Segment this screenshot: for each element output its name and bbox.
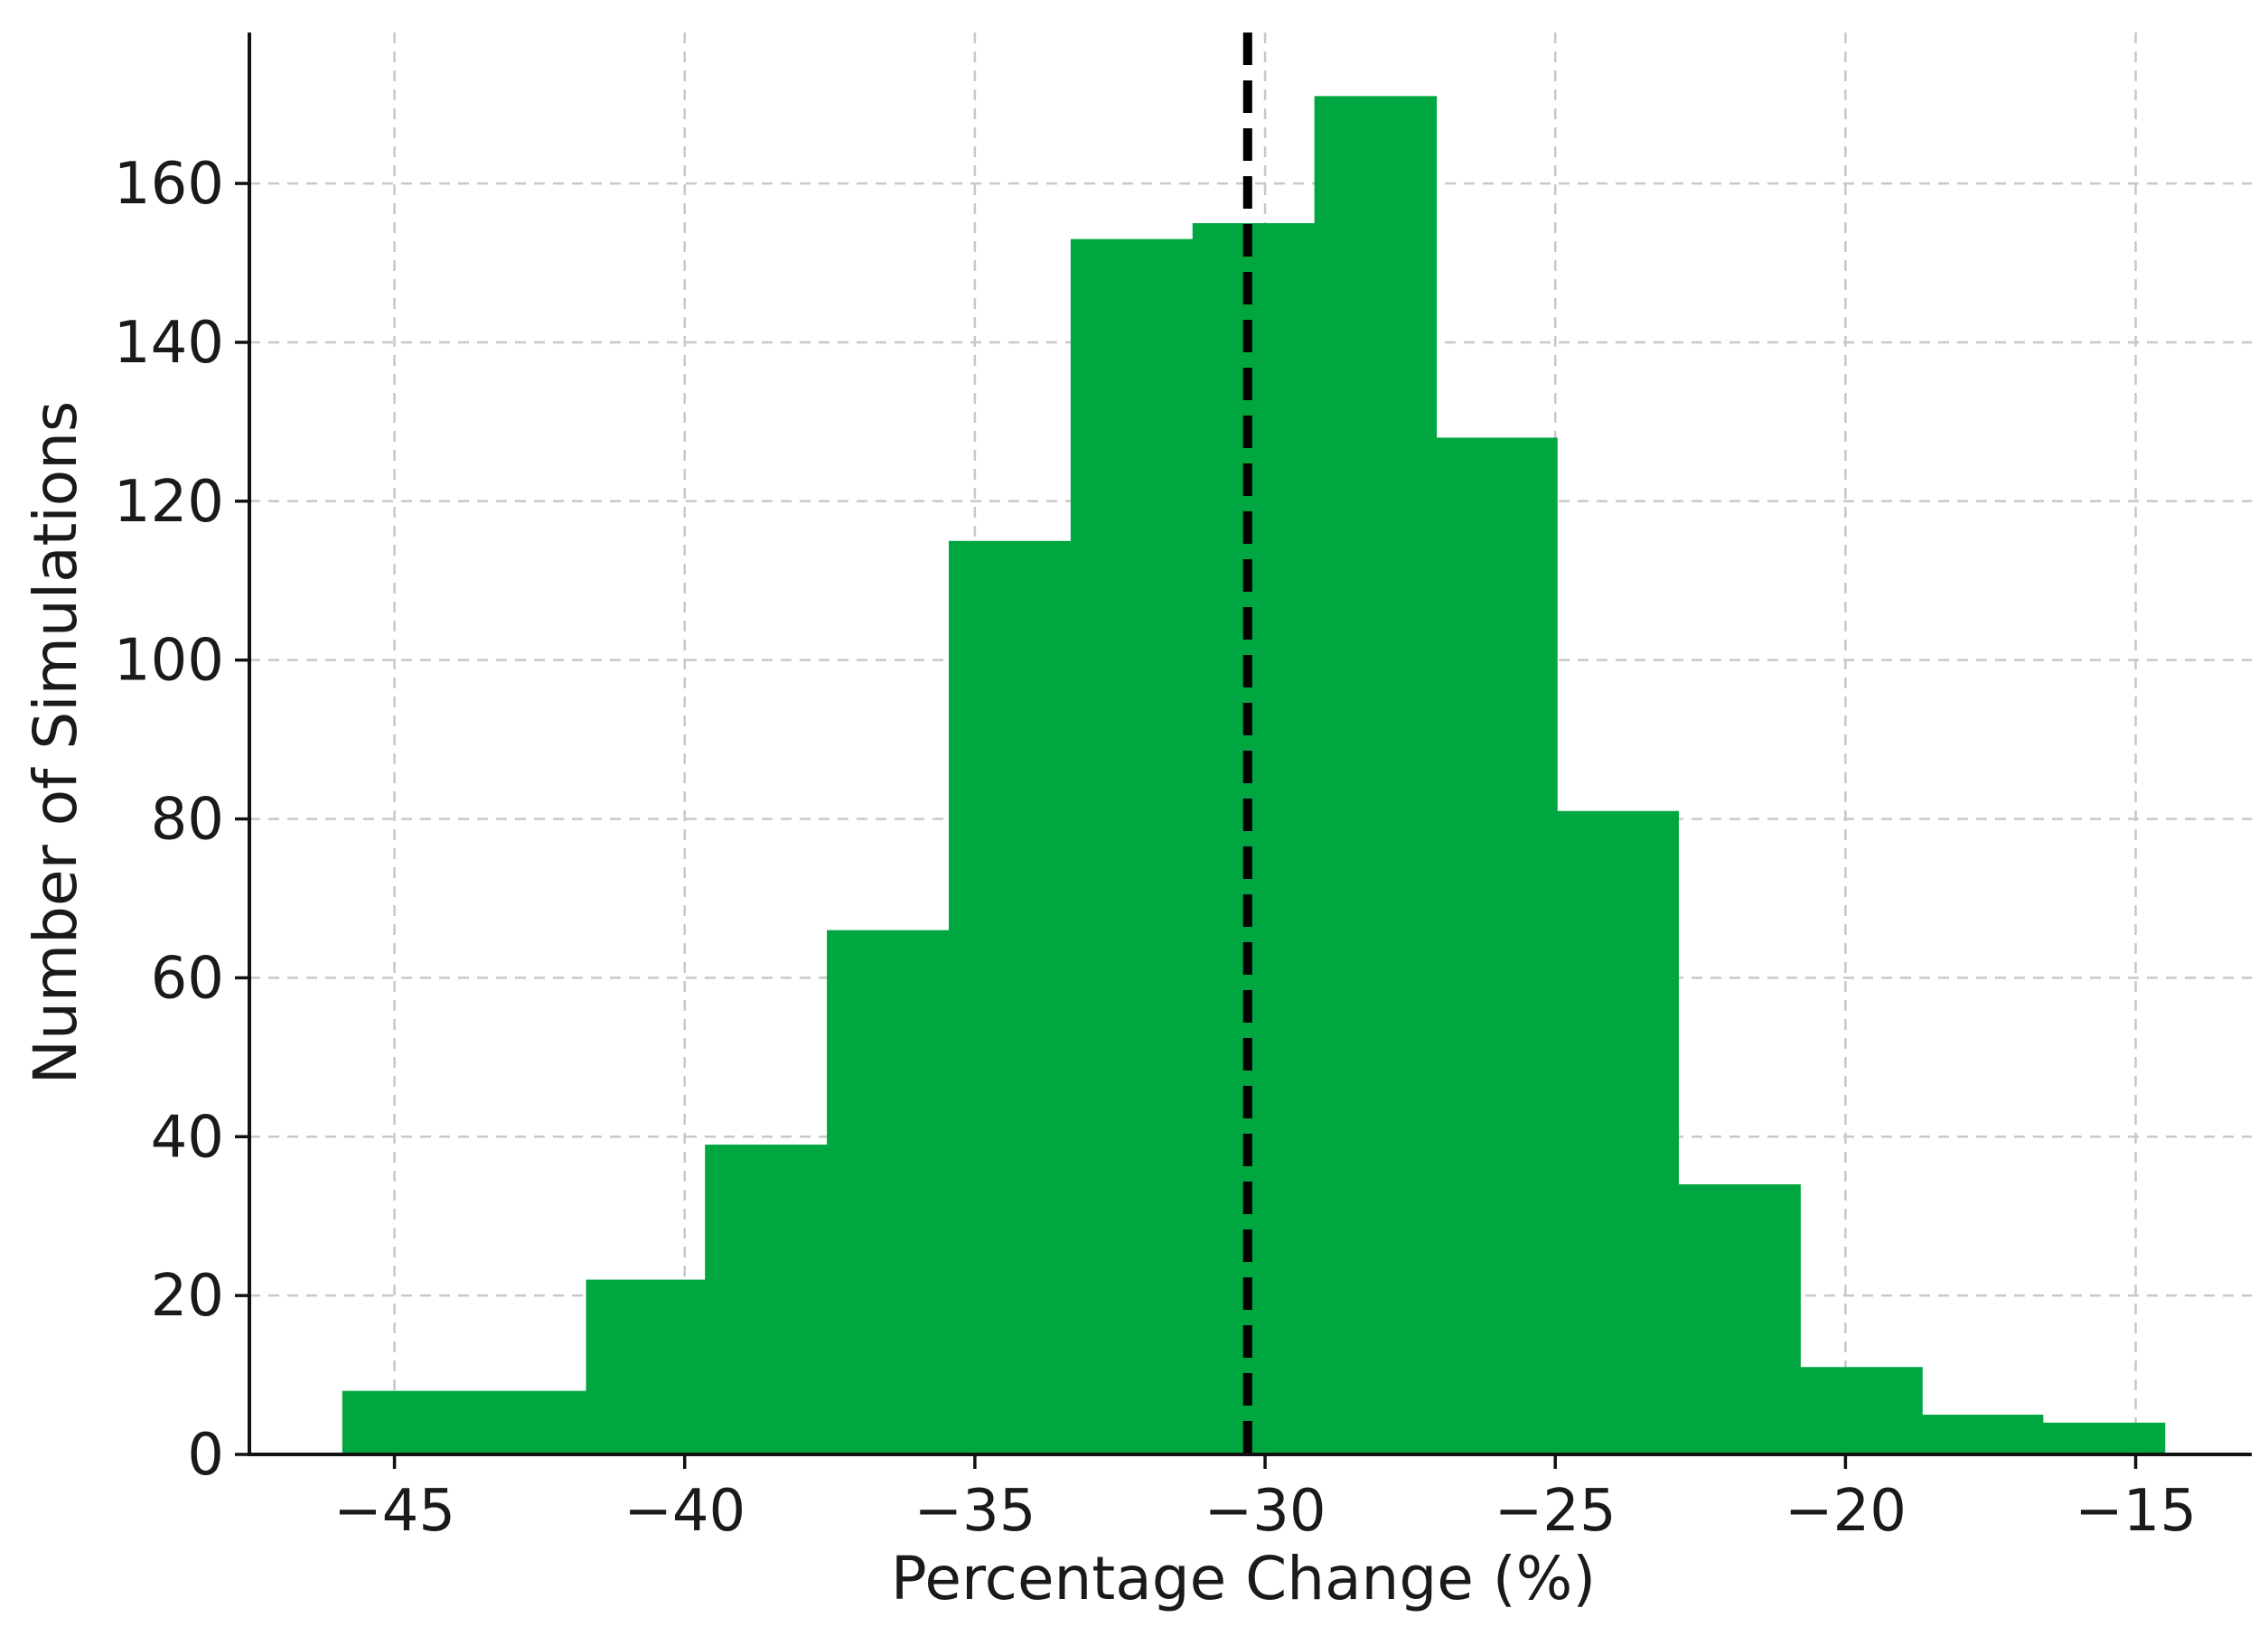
histogram-bar <box>1678 1184 1801 1454</box>
histogram-bar <box>1314 96 1438 1455</box>
x-tick-label: −30 <box>1204 1478 1326 1545</box>
histogram-bar <box>827 930 950 1454</box>
x-tick-label: −35 <box>914 1478 1036 1545</box>
histogram-bar <box>1070 238 1194 1454</box>
histogram-bar <box>1922 1415 2044 1454</box>
y-tick-label: 80 <box>151 787 224 854</box>
histogram-bar <box>586 1279 706 1454</box>
axis-layer: −45 −40 −35 −30 −25 −20 −15 0 20 40 60 80 100 120 140 1… <box>114 33 2252 1545</box>
y-tick-label: 140 <box>114 310 224 377</box>
y-tick-label: 0 <box>187 1422 224 1489</box>
histogram-bar <box>1800 1367 1923 1454</box>
histogram-bar <box>1436 437 1558 1454</box>
y-tick-label: 20 <box>151 1263 224 1330</box>
x-tick-label: −45 <box>333 1478 455 1545</box>
y-tick-label: 120 <box>114 469 224 536</box>
histogram-bar <box>2042 1422 2166 1454</box>
x-tick-label: −25 <box>1495 1478 1617 1545</box>
histogram-bar <box>1557 810 1679 1454</box>
y-tick-label: 60 <box>151 945 224 1012</box>
histogram-bar <box>705 1145 828 1454</box>
x-tick-label: −20 <box>1785 1478 1907 1545</box>
y-tick-label: 40 <box>151 1104 224 1171</box>
x-tick-label: −15 <box>2075 1478 2197 1545</box>
histogram-bar <box>948 540 1072 1454</box>
x-axis-title: Percentage Change (%) <box>891 1544 1596 1613</box>
histogram-bar <box>464 1390 587 1454</box>
y-tick-label: 100 <box>114 628 224 695</box>
histogram-bar <box>1192 223 1316 1455</box>
bar-layer <box>342 96 2166 1455</box>
x-tick-label: −40 <box>623 1478 745 1545</box>
histogram-bar <box>342 1390 465 1454</box>
y-axis-title: Number of Simulations <box>21 401 90 1085</box>
y-tick-label: 160 <box>114 151 224 218</box>
